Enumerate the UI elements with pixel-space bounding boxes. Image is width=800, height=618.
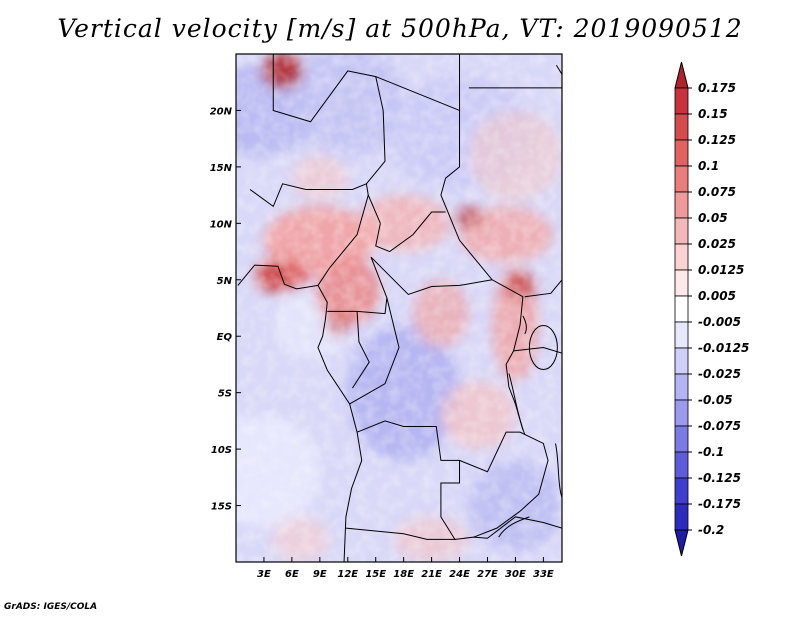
- x-tick-label: 24E: [449, 569, 470, 580]
- colorbar-segment: [674, 243, 689, 271]
- colorbar-top-arrow: [674, 61, 689, 89]
- plot-frame: [235, 53, 563, 563]
- colorbar-label: -0.025: [698, 367, 741, 381]
- colorbar-segment: [674, 477, 689, 505]
- lake-kariba: [498, 516, 530, 538]
- border-cameroon-south: [327, 257, 388, 315]
- map-area: [236, 54, 562, 562]
- y-tick-label: EQ: [217, 332, 233, 343]
- border-uganda-north: [524, 279, 562, 298]
- colorbar-segment: [674, 269, 689, 297]
- lake-victoria: [528, 325, 558, 371]
- lake-albert: [522, 315, 527, 335]
- colorbar-segment: [674, 399, 689, 427]
- colorbar-label: -0.075: [698, 419, 741, 433]
- lake-tanganyika: [508, 373, 526, 435]
- colorbar-label: -0.005: [698, 315, 741, 329]
- border-car-north: [375, 211, 446, 253]
- border-sahara: [272, 54, 386, 185]
- chart-title: Vertical velocity [m/s] at 500hPa, VT: 2…: [57, 14, 743, 43]
- colorbar-label: 0.125: [698, 133, 736, 147]
- x-tick-label: 30E: [505, 569, 526, 580]
- colorbar-segment: [674, 139, 689, 167]
- border-congo: [349, 297, 400, 405]
- grads-credit: GrADS: IGES/COLA: [4, 602, 98, 612]
- y-tick-label: 5S: [218, 389, 232, 400]
- x-tick-label: 33E: [533, 569, 554, 580]
- colorbar-label: -0.125: [698, 471, 741, 485]
- x-tick-label: 18E: [393, 569, 414, 580]
- border-chad-sudan: [375, 76, 524, 298]
- border-uganda-tz: [513, 347, 562, 354]
- colorbar-segment: [674, 373, 689, 401]
- y-tick-label: 10S: [211, 445, 232, 456]
- colorbar-label: -0.0125: [698, 341, 749, 355]
- colorbar-label: 0.1: [698, 159, 719, 173]
- field-texture: [236, 54, 562, 562]
- colorbar-label: 0.025: [698, 237, 736, 251]
- colorbar-segment: [674, 113, 689, 141]
- coastline: [237, 264, 363, 562]
- y-tick-label: 5N: [217, 276, 233, 287]
- colorbar-label: 0.175: [698, 81, 736, 95]
- colorbar-segment: [674, 425, 689, 453]
- colorbar-segment: [674, 321, 689, 349]
- red-sea-coast: [555, 65, 562, 83]
- y-tick-label: 15N: [210, 163, 233, 174]
- colorbar-label: -0.05: [698, 393, 733, 407]
- x-tick-label: 21E: [421, 569, 442, 580]
- colorbar-label: 0.075: [698, 185, 736, 199]
- border-south: [454, 516, 562, 540]
- x-tick-label: 27E: [477, 569, 498, 580]
- colorbar-segment: [674, 165, 689, 193]
- colorbar-label: 0.0125: [698, 263, 744, 277]
- border-zambia: [459, 431, 549, 538]
- border-angola: [345, 420, 461, 540]
- colorbar: 0.175 0.15 0.125 0.1 0.075 0.05 0.025 0.0125 0.0…: [674, 61, 749, 557]
- colorbar-segment: [674, 347, 689, 375]
- y-tick-label: 10N: [210, 219, 233, 230]
- colorbar-label: 0.005: [698, 289, 736, 303]
- colorbar-label: -0.175: [698, 497, 741, 511]
- border-rift: [505, 296, 524, 431]
- colorbar-label: 0.05: [698, 211, 728, 225]
- x-tick-label: 15E: [365, 569, 386, 580]
- x-tick-label: 12E: [337, 569, 358, 580]
- y-tick-label: 20N: [210, 106, 233, 117]
- map-axes: 3E 6E 9E 12E 15E 18E 21E 24E 27E 30E 33E 20N 15N 10N 5…: [210, 53, 563, 580]
- border-car-south: [370, 256, 493, 296]
- colorbar-bottom-arrow: [674, 529, 689, 557]
- colorbar-label: 0.15: [698, 107, 728, 121]
- border-cameroon-nigeria: [317, 194, 369, 286]
- x-tick-label: 6E: [285, 569, 299, 580]
- colorbar-label: -0.2: [698, 523, 724, 537]
- colorbar-segment: [674, 295, 689, 323]
- x-tick-label: 3E: [257, 569, 271, 580]
- x-tick-label: 9E: [313, 569, 327, 580]
- colorbar-segment: [674, 503, 689, 531]
- border-gabon: [352, 311, 370, 389]
- y-tick-label: 15S: [211, 502, 232, 513]
- colorbar-segment: [674, 451, 689, 479]
- colorbar-label: -0.1: [698, 445, 724, 459]
- colorbar-segment: [674, 191, 689, 219]
- colorbar-segment: [674, 217, 689, 245]
- border-niger-nigeria: [249, 183, 381, 224]
- lake-malawi: [554, 443, 562, 498]
- colorbar-segment: [674, 87, 689, 115]
